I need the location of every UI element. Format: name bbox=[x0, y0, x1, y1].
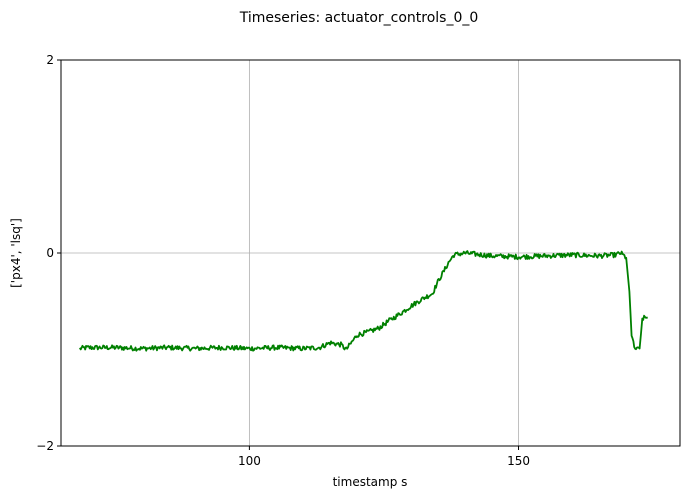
x-tick-label: 150 bbox=[507, 454, 530, 468]
series-line bbox=[79, 250, 648, 352]
x-axis-label: timestamp s bbox=[333, 475, 408, 489]
y-tick-label: −2 bbox=[36, 439, 54, 453]
series-layer bbox=[79, 250, 648, 352]
chart-title: Timeseries: actuator_controls_0_0 bbox=[239, 10, 479, 26]
grid bbox=[61, 60, 680, 446]
y-axis-label: ['px4', 'lsq'] bbox=[9, 218, 23, 288]
ticks: 100 150 −2 0 2 bbox=[36, 53, 530, 468]
x-tick-label: 100 bbox=[238, 454, 261, 468]
y-tick-label: 0 bbox=[46, 246, 54, 260]
y-tick-label: 2 bbox=[46, 53, 54, 67]
